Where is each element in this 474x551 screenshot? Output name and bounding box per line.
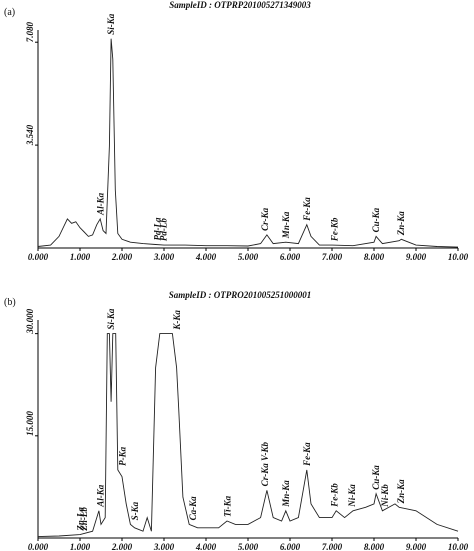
peak-label: Zn-La — [75, 507, 85, 532]
y-tick-label: 7.080 — [25, 21, 35, 42]
peak-label: Ni-Ka — [347, 484, 357, 508]
peak-label: Fe-Kb — [330, 483, 340, 508]
peak-label: Ca-Ka — [188, 496, 198, 521]
spectrum-line — [37, 38, 459, 248]
peak-label: Cr-Ka V-Kb — [260, 442, 270, 487]
spectrum-line — [37, 333, 459, 538]
x-tick-label: 1.000 — [70, 542, 91, 551]
peak-label: Zn-Ka — [396, 211, 406, 237]
x-tick-label: 8.000 — [364, 542, 385, 551]
x-tick-label: 7.000 — [322, 252, 343, 262]
x-tick-label: 4.000 — [195, 542, 217, 551]
y-tick-label: 15.000 — [25, 411, 35, 436]
x-tick-label: 9.000 — [406, 542, 427, 551]
peak-label: S-Ka — [130, 501, 140, 520]
peak-label: Al-Ka — [96, 484, 106, 508]
x-tick-label: 4.000 — [195, 252, 217, 262]
peak-label: Ni-Kb — [380, 484, 390, 508]
peak-label: Cu-Ka — [371, 465, 381, 490]
peak-label: P-Ka — [117, 446, 127, 465]
peak-label: Zn-Ka — [396, 479, 406, 505]
x-tick-label: 5.000 — [238, 252, 259, 262]
x-tick-label: 10.00 — [448, 252, 469, 262]
peak-label: Cu-Ka — [371, 207, 381, 232]
chart-title: SampleID : OTPRO201005251000001 — [169, 290, 312, 300]
x-tick-label: 6.000 — [280, 542, 301, 551]
x-tick-label: 5.000 — [238, 542, 259, 551]
x-tick-label: 2.000 — [111, 252, 133, 262]
peak-label: Fe-Kb — [330, 217, 340, 242]
chart-title: SampleID : OTPRP201005271349003 — [169, 0, 311, 10]
peak-label: Fe-Ka — [302, 442, 312, 467]
peak-label: Pd-La — [152, 217, 162, 240]
x-tick-label: 7.000 — [322, 542, 343, 551]
peak-label: Fe-Ka — [302, 197, 312, 222]
x-tick-label: 6.000 — [280, 252, 301, 262]
peak-label: Al-Ka — [96, 192, 106, 216]
x-tick-label: 3.000 — [153, 252, 175, 262]
x-tick-label: 1.000 — [70, 252, 91, 262]
x-tick-label: 10.00 — [448, 542, 469, 551]
panel-label: (b) — [4, 297, 16, 308]
x-tick-label: 0.000 — [28, 252, 49, 262]
x-tick-label: 9.000 — [406, 252, 427, 262]
x-tick-label: 2.000 — [111, 542, 133, 551]
peak-label: Si-Ka — [106, 13, 116, 35]
peak-label: Mn-Ka — [281, 211, 291, 239]
peak-label: Mn-Ka — [281, 480, 291, 508]
x-tick-label: 3.000 — [153, 542, 175, 551]
peak-label: Ti-Ka — [222, 495, 232, 517]
y-tick-label: 3.540 — [25, 124, 35, 146]
peak-label: Zn-Lb — [79, 507, 89, 532]
peak-label: Si-Ka — [106, 308, 116, 330]
peak-label: Pd-Lb — [159, 218, 169, 241]
peak-label: K-Ka — [172, 310, 182, 331]
peak-label: Cr-Ka — [260, 207, 270, 231]
panel-label: (a) — [4, 7, 15, 18]
y-tick-label: 30.000 — [25, 308, 35, 334]
x-tick-label: 8.000 — [364, 252, 385, 262]
x-tick-label: 0.000 — [28, 542, 49, 551]
